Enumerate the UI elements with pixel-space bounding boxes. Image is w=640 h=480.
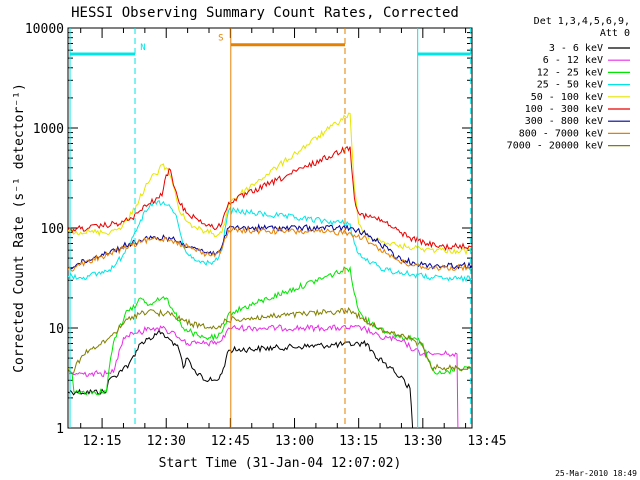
legend-entry-label: 7000 - 20000 keV xyxy=(507,141,603,152)
x-tick-label: 13:45 xyxy=(467,434,506,449)
series-line-7 xyxy=(68,226,472,272)
y-tick-label: 100 xyxy=(41,222,64,237)
legend-entry-label: 50 - 100 keV xyxy=(531,92,603,103)
x-tick-label: 13:00 xyxy=(275,434,314,449)
y-tick-label: 1 xyxy=(56,422,64,437)
y-tick-label: 1000 xyxy=(33,122,64,137)
legend-header: Att 0 xyxy=(600,28,630,39)
series-line-3 xyxy=(68,200,472,283)
x-tick-label: 13:15 xyxy=(339,434,378,449)
y-tick-label: 10 xyxy=(48,322,64,337)
plot-frame xyxy=(67,27,473,429)
legend-entry-label: 800 - 7000 keV xyxy=(519,128,603,139)
annotation-layer: NS xyxy=(69,28,472,428)
legend-entry-label: 300 - 800 keV xyxy=(525,116,603,127)
x-tick-label: 12:15 xyxy=(83,434,122,449)
x-tick-label: 12:30 xyxy=(147,434,186,449)
flag-label-1: S xyxy=(218,34,223,44)
legend-header: Det 1,3,4,5,6,9, xyxy=(534,16,630,27)
y-tick-label: 10000 xyxy=(25,22,64,37)
plot-border xyxy=(67,27,473,429)
chart-title: HESSI Observing Summary Count Rates, Cor… xyxy=(71,5,459,21)
flag-label-0: N xyxy=(140,43,145,53)
y-axis-label: Corrected Count Rate (s⁻¹ detector⁻¹) xyxy=(12,83,27,373)
series-layer xyxy=(68,112,472,428)
y-axis: 1 10 100 1000 10000 xyxy=(25,22,472,437)
legend-entry-label: 100 - 300 keV xyxy=(525,104,603,115)
series-line-2 xyxy=(68,265,472,396)
series-line-8 xyxy=(68,306,472,375)
legend-entry-label: 6 - 12 keV xyxy=(543,55,603,66)
legend-entry-label: 3 - 6 keV xyxy=(549,43,603,54)
series-line-4 xyxy=(68,112,472,256)
x-tick-label: 13:30 xyxy=(403,434,442,449)
legend-entry-label: 12 - 25 keV xyxy=(537,67,603,78)
x-axis: 12:15 12:30 12:45 13:00 13:15 13:30 13:45 xyxy=(80,28,507,449)
series-line-1 xyxy=(68,324,459,428)
x-axis-label: Start Time (31-Jan-04 12:07:02) xyxy=(159,456,402,471)
legend-entry-label: 25 - 50 keV xyxy=(537,80,603,91)
footer-timestamp: 25-Mar-2010 18:49 xyxy=(555,469,637,478)
series-line-5 xyxy=(68,145,472,252)
x-tick-label: 12:45 xyxy=(211,434,250,449)
series-line-0 xyxy=(68,328,414,428)
